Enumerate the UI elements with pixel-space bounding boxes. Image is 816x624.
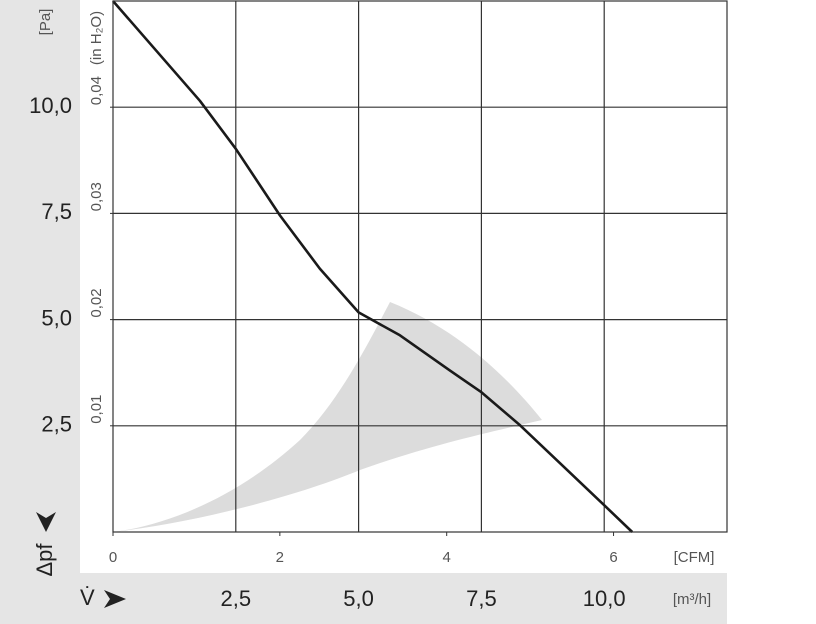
bottom-band (80, 573, 727, 624)
y-label: Δpf (32, 543, 57, 577)
y-tick-label: 5,0 (41, 305, 72, 330)
y-unit: [Pa] (37, 9, 54, 36)
x-arrow (104, 590, 126, 608)
x-tick-label: 2,5 (221, 586, 252, 611)
y2-tick-label: 0,02 (88, 288, 105, 317)
x2-tick-label: 2 (276, 549, 284, 566)
y2-tick-label: 0,03 (88, 182, 105, 211)
x2-tick-label: 4 (443, 549, 451, 566)
plot-frame (112, 0, 728, 533)
y2-tick-label: 0,01 (88, 395, 105, 424)
x-unit: [m³/h] (673, 591, 711, 608)
y2-unit: (in H₂O) (88, 11, 105, 65)
y-arrow (36, 512, 56, 532)
x-tick-label: 5,0 (343, 586, 374, 611)
y-tick-label: 7,5 (41, 199, 72, 224)
y-tick-label: 10,0 (29, 93, 72, 118)
x-tick-label: 10,0 (583, 586, 626, 611)
x2-tick-label: 0 (109, 549, 117, 566)
x-label: V̇ (80, 585, 95, 610)
x2-tick-label: 6 (609, 549, 617, 566)
x-tick-label: 7,5 (466, 586, 497, 611)
y-tick-label: 2,5 (41, 412, 72, 437)
plot (112, 0, 727, 533)
operating-range (113, 302, 542, 532)
curve (112, 0, 634, 533)
x2-unit: [CFM] (674, 549, 715, 566)
y2-tick-label: 0,04 (88, 76, 105, 105)
